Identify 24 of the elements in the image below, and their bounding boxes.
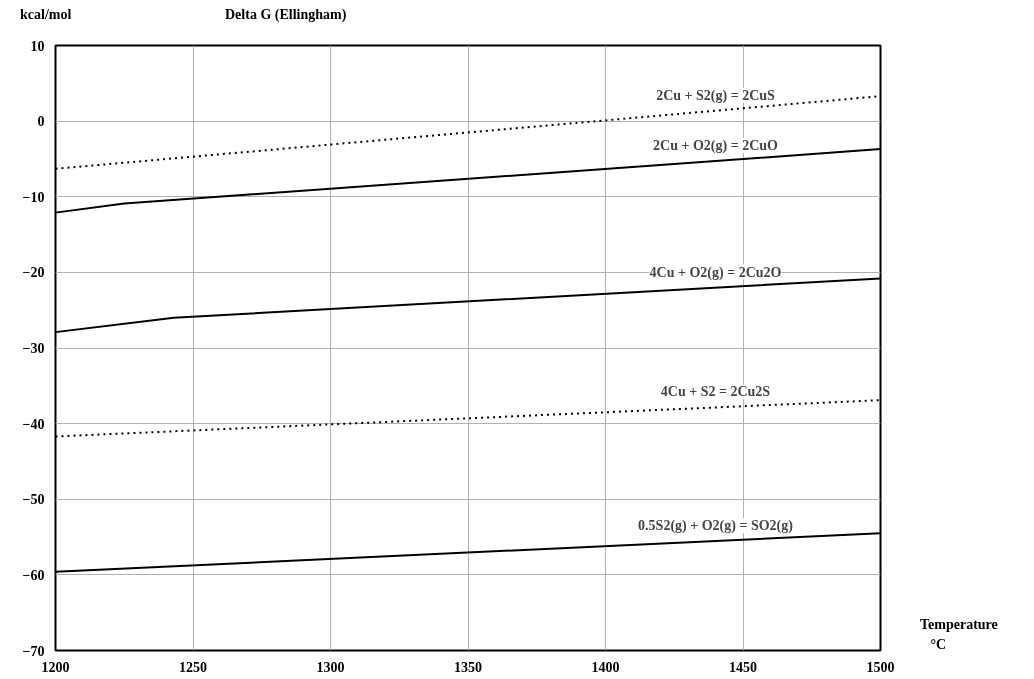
x-tick-label: 1250 bbox=[179, 659, 207, 675]
series-label: 0.5S2(g) + O2(g) = SO2(g) bbox=[638, 517, 794, 534]
series-label: 4Cu + S2 = 2Cu2S bbox=[660, 384, 771, 400]
series-label: 2Cu + O2(g) = 2CuO bbox=[653, 137, 779, 154]
y-tick-label: −20 bbox=[22, 265, 45, 281]
x-tick-label: 1500 bbox=[866, 659, 895, 675]
y-tick-label: −50 bbox=[22, 492, 45, 508]
y-tick-label: 0 bbox=[37, 114, 45, 130]
x-tick-label: 1300 bbox=[316, 659, 345, 675]
y-tick-label: −30 bbox=[22, 341, 45, 356]
x-tick-label: 1200 bbox=[41, 659, 70, 675]
y-axis-title: kcal/mol bbox=[20, 6, 72, 24]
y-tick-label: −40 bbox=[22, 416, 45, 432]
y-tick-label: −60 bbox=[22, 567, 45, 583]
y-tick-label: −70 bbox=[22, 643, 45, 659]
chart-title: Delta G (Ellingham) bbox=[225, 6, 347, 24]
x-tick-label: 1350 bbox=[454, 659, 482, 675]
x-axis-title: Temperature °C bbox=[920, 616, 998, 654]
x-tick-label: 1400 bbox=[591, 659, 620, 675]
series-label: 2Cu + S2(g) = 2CuS bbox=[656, 87, 776, 104]
x-tick-label: 1450 bbox=[729, 659, 757, 675]
series-label: 4Cu + O2(g) = 2Cu2O bbox=[649, 264, 782, 281]
y-tick-label: −10 bbox=[22, 189, 45, 205]
y-tick-label: 10 bbox=[30, 38, 45, 54]
